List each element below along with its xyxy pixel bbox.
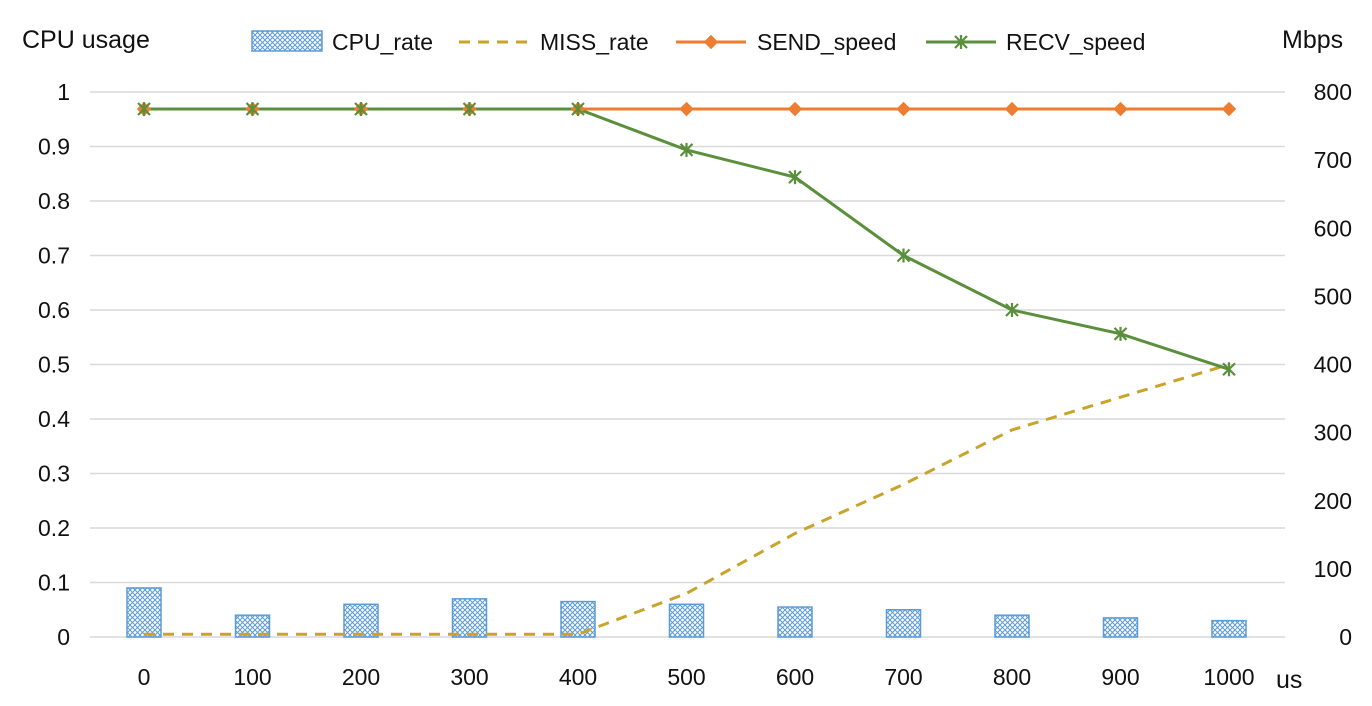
x-tick-label: 300 (450, 664, 488, 690)
right-tick-label: 200 (1314, 488, 1352, 514)
left-tick-label: 0 (57, 624, 70, 650)
x-axis-ticks: 0 100 200 300 400 500 600 700 800 900 1000 (138, 664, 1255, 690)
send-speed-point (1004, 101, 1020, 117)
left-axis-title: CPU usage (22, 26, 150, 54)
cpu-rate-bar (1211, 619, 1247, 638)
right-axis-ticks: 0 100 200 300 400 500 600 700 800 (1314, 79, 1352, 650)
right-axis-title: Mbps (1282, 26, 1343, 54)
recv-speed-point (896, 248, 911, 263)
left-axis-ticks: 0 0.1 0.2 0.3 0.4 0.5 0.6 0.7 0.8 0.9 1 (38, 79, 70, 650)
recv-speed-point (1005, 303, 1019, 317)
right-tick-label: 800 (1314, 79, 1352, 105)
recv-speed-point (679, 142, 694, 157)
left-tick-label: 0.2 (38, 515, 70, 541)
recv-speed-point (354, 102, 368, 117)
legend-miss-rate-label: MISS_rate (540, 29, 649, 55)
right-tick-label: 600 (1314, 215, 1352, 241)
cpu-rate-bar (126, 587, 162, 638)
cpu-rate-bar (668, 603, 705, 638)
gridlines (90, 91, 1285, 638)
left-tick-label: 0.7 (38, 243, 70, 269)
legend: CPU_rate MISS_rate SEND_speed RECV_speed (251, 29, 1145, 55)
cpu-rate-bar (885, 609, 922, 638)
right-tick-label: 500 (1314, 283, 1352, 309)
left-tick-label: 1 (57, 79, 70, 105)
legend-cpu-rate-swatch (251, 30, 323, 52)
cpu-rate-bar (343, 603, 379, 638)
recv-speed-point (1113, 326, 1128, 341)
miss-rate-line (144, 363, 1230, 636)
left-tick-label: 0.9 (38, 134, 70, 160)
right-tick-label: 300 (1314, 420, 1352, 446)
x-tick-label: 100 (233, 664, 271, 690)
cpu-rate-bar (777, 606, 813, 638)
recv-speed-point (1222, 362, 1236, 377)
line-series (136, 101, 1237, 636)
left-tick-label: 0.4 (38, 406, 70, 432)
legend-recv-speed-label: RECV_speed (1006, 29, 1145, 55)
legend-send-speed-marker (703, 34, 719, 50)
x-tick-label: 900 (1101, 664, 1139, 690)
left-tick-label: 0.5 (38, 352, 70, 378)
recv-speed-point (462, 102, 477, 117)
send-speed-point (787, 101, 803, 117)
recv-speed-point (788, 170, 802, 185)
legend-send-speed-label: SEND_speed (757, 29, 896, 55)
cpu-rate-bars (126, 587, 1247, 638)
send-speed-point (679, 101, 694, 117)
cpu-rate-bar (560, 600, 596, 638)
legend-recv-speed-marker (954, 35, 968, 49)
recv-speed-point (137, 102, 151, 117)
cpu-rate-bar (994, 614, 1030, 638)
x-tick-label: 200 (342, 664, 380, 690)
left-tick-label: 0.3 (38, 461, 70, 487)
right-tick-label: 700 (1314, 147, 1352, 173)
x-tick-label: 600 (776, 664, 814, 690)
right-tick-label: 100 (1314, 556, 1352, 582)
right-tick-label: 0 (1339, 624, 1352, 650)
cpu-rate-bar (451, 598, 488, 638)
x-tick-label: 0 (138, 664, 151, 690)
left-tick-label: 0.8 (38, 188, 70, 214)
x-tick-label: 700 (884, 664, 922, 690)
x-tick-label: 400 (559, 664, 597, 690)
x-tick-label: 1000 (1203, 664, 1254, 690)
cpu-rate-bar (234, 614, 271, 638)
cpu-rate-bar (1102, 617, 1139, 638)
x-tick-label: 800 (993, 664, 1031, 690)
recv-speed-point (245, 102, 260, 117)
left-tick-label: 0.6 (38, 297, 70, 323)
send-speed-point (896, 101, 911, 117)
send-speed-point (1113, 101, 1128, 117)
legend-cpu-rate-label: CPU_rate (332, 29, 433, 55)
x-unit-label: us (1276, 666, 1302, 694)
right-tick-label: 400 (1314, 352, 1352, 378)
recv-speed-point (571, 102, 585, 117)
send-speed-point (1221, 101, 1237, 117)
left-tick-label: 0.1 (38, 570, 70, 596)
x-tick-label: 500 (667, 664, 705, 690)
